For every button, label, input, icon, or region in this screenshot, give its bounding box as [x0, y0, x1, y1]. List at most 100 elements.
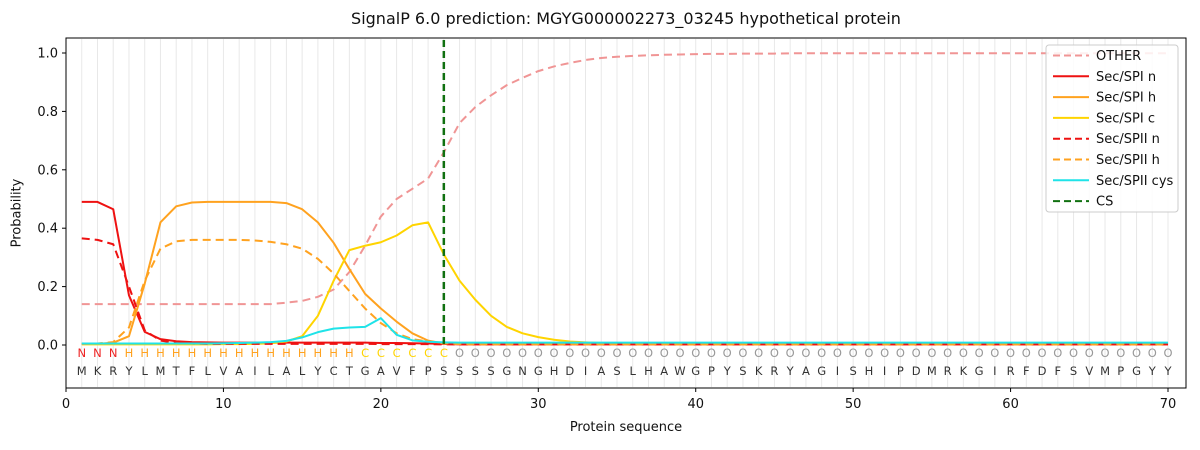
- series-sec-spi-h-line: [81, 200, 1169, 346]
- region-label-letter: O: [1116, 346, 1125, 360]
- region-label-letter: O: [849, 346, 858, 360]
- region-label-letter: O: [628, 346, 637, 360]
- region-label-letter: H: [298, 346, 307, 360]
- y-tick-label: 0.2: [37, 280, 58, 295]
- x-axis-label: Protein sequence: [569, 420, 683, 435]
- x-tick-label: 70: [1160, 397, 1177, 412]
- region-label-letter: O: [502, 346, 511, 360]
- region-label-letter: O: [770, 346, 779, 360]
- region-label-letter: O: [1038, 346, 1047, 360]
- sequence-letter: M: [155, 364, 165, 378]
- region-label-letter: H: [314, 346, 323, 360]
- chart-title: SignalP 6.0 prediction: MGYG000002273_03…: [351, 9, 901, 28]
- sequence-letter: S: [613, 364, 620, 378]
- region-label-letter: O: [943, 346, 952, 360]
- sequence-letter: G: [975, 364, 984, 378]
- sequence-letter: A: [377, 364, 385, 378]
- sequence-letter: L: [204, 364, 211, 378]
- region-label-letter: H: [188, 346, 197, 360]
- sequence-letter: M: [927, 364, 937, 378]
- sequence-letter: L: [299, 364, 306, 378]
- region-label-letter: O: [833, 346, 842, 360]
- region-label-letter: O: [1085, 346, 1094, 360]
- sequence-letter: S: [472, 364, 479, 378]
- sequence-letter: L: [630, 364, 637, 378]
- region-label-letter: O: [864, 346, 873, 360]
- region-label-letter: H: [172, 346, 181, 360]
- sequence-letter: C: [330, 364, 338, 378]
- sequence-letter: K: [94, 364, 102, 378]
- sequence-letter: D: [912, 364, 921, 378]
- sequence-letter: R: [770, 364, 778, 378]
- region-label-letter: O: [1022, 346, 1031, 360]
- region-label-letter: O: [518, 346, 527, 360]
- region-label-letter: O: [644, 346, 653, 360]
- region-label-letter: O: [817, 346, 826, 360]
- sequence-letter: S: [739, 364, 746, 378]
- region-label-letter: H: [235, 346, 244, 360]
- region-label-letter: H: [282, 346, 291, 360]
- sequence-letter: Y: [124, 364, 133, 378]
- sequence-letter: P: [1117, 364, 1124, 378]
- region-label-letter: O: [1163, 346, 1172, 360]
- sequence-letter: K: [960, 364, 968, 378]
- region-label-letter: O: [581, 346, 590, 360]
- sequence-letter: S: [440, 364, 447, 378]
- region-label-letter: O: [880, 346, 889, 360]
- legend-box: [1045, 44, 1179, 213]
- region-label-letter: C: [440, 346, 448, 360]
- sequence-letter: Y: [313, 364, 322, 378]
- legend-item-label: Sec/SPII cys: [1096, 174, 1174, 189]
- region-label-letter: O: [1069, 346, 1078, 360]
- region-label-letter: O: [691, 346, 700, 360]
- legend: OTHER Sec/SPI n Sec/SPI h Sec/SPI c Sec/SPII…: [1045, 44, 1179, 213]
- region-label-letter: O: [896, 346, 905, 360]
- sequence-letter: S: [487, 364, 494, 378]
- region-label-letter: H: [266, 346, 275, 360]
- x-tick-label: 40: [687, 397, 704, 412]
- series-sec-spii-h-line: [81, 238, 1169, 346]
- sequence-letter: G: [502, 364, 511, 378]
- region-label-letter: H: [251, 346, 260, 360]
- region-label-letter: O: [786, 346, 795, 360]
- sequence-letter: A: [802, 364, 810, 378]
- sequence-letter: P: [425, 364, 432, 378]
- region-label-letter: O: [534, 346, 543, 360]
- sequence-letter: G: [691, 364, 700, 378]
- sequence-letter: N: [518, 364, 527, 378]
- region-label-letter: O: [675, 346, 684, 360]
- sequence-letter: I: [253, 364, 256, 378]
- legend-item-label: OTHER: [1096, 49, 1141, 64]
- legend-item-label: CS: [1096, 195, 1113, 210]
- sequence-letter: V: [219, 364, 227, 378]
- region-label-letter: H: [329, 346, 338, 360]
- region-label-letter: O: [1101, 346, 1110, 360]
- region-label-letter: H: [345, 346, 354, 360]
- sequence-letter: Y: [1163, 364, 1172, 378]
- region-label-letter: O: [723, 346, 732, 360]
- region-label-letter: O: [754, 346, 763, 360]
- region-label-letter: C: [408, 346, 416, 360]
- sequence-letter: T: [172, 364, 181, 378]
- sequence-letter: D: [565, 364, 574, 378]
- region-label-letter: H: [203, 346, 212, 360]
- sequence-letter: G: [1132, 364, 1141, 378]
- series-sec-spii-cys-line: [81, 317, 1169, 345]
- region-label-letter: O: [990, 346, 999, 360]
- sequence-letter: S: [456, 364, 463, 378]
- region-label-letter: O: [707, 346, 716, 360]
- sequence-letter: P: [708, 364, 715, 378]
- x-tick-label: 60: [1002, 397, 1019, 412]
- sequence-letter: G: [817, 364, 826, 378]
- sequence-letter: F: [1054, 364, 1061, 378]
- region-label-letter: O: [471, 346, 480, 360]
- region-label-letter: O: [927, 346, 936, 360]
- region-label-letter: O: [801, 346, 810, 360]
- sequence-letter: I: [883, 364, 886, 378]
- region-label-letter: O: [975, 346, 984, 360]
- region-label-letter: N: [109, 346, 118, 360]
- series-sec-spi-n-line: [81, 200, 1169, 346]
- y-tick-label: 0.6: [37, 163, 58, 178]
- region-label-letter: O: [1053, 346, 1062, 360]
